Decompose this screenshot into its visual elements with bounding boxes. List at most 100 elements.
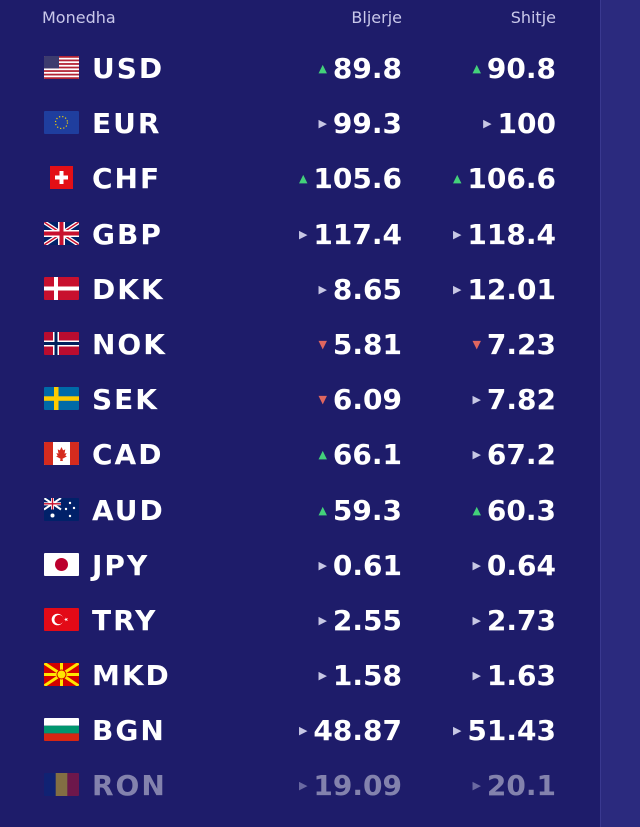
buy-rate-value: 6.09 xyxy=(332,383,402,417)
rate-row-ron: RON ▶ 19.09 ▶ 20.1 xyxy=(0,757,600,812)
sell-rate-value: 106.6 xyxy=(467,162,556,196)
trend-flat-icon: ▶ xyxy=(318,613,327,627)
rates-list: USD ▲ 89.8 ▲ 90.8 EUR ▶ 99.3 ▶ 100 CHF ▲ 105.6 ▲ 106.6… xyxy=(0,40,600,813)
sell-rate: ▶ 51.43 xyxy=(453,714,556,747)
buy-rate-value: 66.1 xyxy=(332,438,402,472)
table-header: Monedha Bljerje Shitje xyxy=(0,0,600,36)
buy-rate: ▶ 0.61 xyxy=(318,549,402,582)
buy-rate-value: 48.87 xyxy=(313,714,402,748)
trend-down-icon: ▼ xyxy=(472,337,481,351)
trend-flat-icon: ▶ xyxy=(298,779,308,793)
buy-rate-value: 99.3 xyxy=(332,107,402,141)
ch-flag-icon xyxy=(44,166,79,190)
buy-rate-value: 1.58 xyxy=(332,659,402,693)
scroll-area-edge[interactable] xyxy=(600,0,640,827)
trend-flat-icon: ▶ xyxy=(318,117,327,131)
buy-rate-value: 89.8 xyxy=(332,52,402,85)
buy-rate: ▲ 89.8 xyxy=(318,52,402,85)
sell-rate: ▶ 12.01 xyxy=(453,273,556,306)
trend-up-icon: ▲ xyxy=(472,62,481,75)
sell-rate: ▶ 67.2 xyxy=(472,438,556,471)
currency-code: CHF xyxy=(92,162,162,196)
rate-row-dkk: DKK ▶ 8.65 ▶ 12.01 xyxy=(0,261,600,316)
trend-up-icon: ▲ xyxy=(318,503,327,517)
sell-rate: ▶ 20.1 xyxy=(472,769,556,802)
currency-code: NOK xyxy=(92,327,167,361)
trend-flat-icon: ▶ xyxy=(472,613,481,627)
buy-rate: ▲ 66.1 xyxy=(318,438,402,471)
header-sell: Shitje xyxy=(510,8,556,27)
trend-down-icon: ▼ xyxy=(318,337,327,351)
rate-row-gbp: GBP ▶ 117.4 ▶ 118.4 xyxy=(0,206,600,261)
buy-rate: ▶ 8.65 xyxy=(318,273,402,306)
buy-rate-value: 5.81 xyxy=(332,327,402,361)
sell-rate-value: 90.8 xyxy=(486,52,556,85)
sell-rate-value: 0.64 xyxy=(486,548,556,582)
buy-rate: ▲ 59.3 xyxy=(318,494,402,527)
trend-flat-icon: ▶ xyxy=(298,227,308,241)
sell-rate-value: 7.23 xyxy=(486,327,556,361)
buy-rate-value: 19.09 xyxy=(313,769,402,803)
sell-rate-value: 7.82 xyxy=(486,383,556,417)
sell-rate-value: 2.73 xyxy=(486,603,556,637)
rate-row-cad: CAD ▲ 66.1 ▶ 67.2 xyxy=(0,426,600,481)
sell-rate-value: 67.2 xyxy=(486,438,556,472)
ca-flag-icon xyxy=(44,442,79,466)
bg-flag-icon xyxy=(44,718,79,742)
currency-code: CAD xyxy=(92,438,164,472)
buy-rate-value: 8.65 xyxy=(332,272,402,306)
rate-row-nok: NOK ▼ 5.81 ▼ 7.23 xyxy=(0,316,600,371)
trend-up-icon: ▲ xyxy=(472,503,481,517)
trend-flat-icon: ▶ xyxy=(483,117,492,131)
rate-row-try: TRY ▶ 2.55 ▶ 2.73 xyxy=(0,592,600,647)
buy-rate: ▼ 5.81 xyxy=(318,328,402,361)
currency-code: TRY xyxy=(92,603,158,637)
trend-up-icon: ▲ xyxy=(318,448,327,462)
currency-code: MKD xyxy=(92,659,171,693)
currency-code: RON xyxy=(92,769,167,803)
sell-rate: ▶ 100 xyxy=(483,107,556,140)
header-currency: Monedha xyxy=(42,8,116,27)
trend-flat-icon: ▶ xyxy=(472,393,481,407)
sell-rate: ▶ 2.73 xyxy=(472,604,556,637)
trend-down-icon: ▼ xyxy=(318,393,327,407)
ro-flag-icon xyxy=(44,773,79,797)
currency-code: USD xyxy=(92,52,165,85)
currency-code: GBP xyxy=(92,217,163,251)
currency-code: BGN xyxy=(92,714,166,748)
buy-rate-value: 59.3 xyxy=(332,493,402,527)
gb-flag-icon xyxy=(44,221,79,245)
buy-rate-value: 2.55 xyxy=(332,603,402,637)
buy-rate-value: 105.6 xyxy=(313,162,402,196)
jp-flag-icon xyxy=(44,552,79,576)
sell-rate-value: 20.1 xyxy=(486,769,556,803)
currency-code: JPY xyxy=(92,548,150,582)
trend-flat-icon: ▶ xyxy=(472,558,481,572)
currency-code: AUD xyxy=(92,493,165,527)
header-buy: Bljerje xyxy=(351,8,402,27)
trend-flat-icon: ▶ xyxy=(318,558,327,572)
sell-rate: ▼ 7.23 xyxy=(472,328,556,361)
buy-rate: ▲ 105.6 xyxy=(299,162,402,195)
dk-flag-icon xyxy=(44,276,79,300)
currency-code: DKK xyxy=(92,272,165,306)
tr-flag-icon xyxy=(44,607,79,631)
sell-rate-value: 60.3 xyxy=(486,493,556,527)
buy-rate: ▼ 6.09 xyxy=(318,383,402,416)
rates-panel: Monedha Bljerje Shitje USD ▲ 89.8 ▲ 90.8 EUR ▶… xyxy=(0,0,600,813)
buy-rate: ▶ 19.09 xyxy=(299,769,402,802)
trend-flat-icon: ▶ xyxy=(452,227,462,241)
buy-rate-value: 117.4 xyxy=(313,217,402,251)
no-flag-icon xyxy=(44,331,79,355)
buy-rate-value: 0.61 xyxy=(332,548,402,582)
buy-rate: ▶ 48.87 xyxy=(299,714,402,747)
mk-flag-icon xyxy=(44,663,79,687)
sell-rate: ▶ 1.63 xyxy=(472,659,556,692)
rate-row-sek: SEK ▼ 6.09 ▶ 7.82 xyxy=(0,371,600,426)
trend-flat-icon: ▶ xyxy=(472,448,481,462)
buy-rate: ▶ 99.3 xyxy=(318,107,402,140)
buy-rate: ▶ 2.55 xyxy=(318,604,402,637)
rate-row-jpy: JPY ▶ 0.61 ▶ 0.64 xyxy=(0,537,600,592)
trend-flat-icon: ▶ xyxy=(452,282,462,296)
sell-rate: ▲ 60.3 xyxy=(472,494,556,527)
